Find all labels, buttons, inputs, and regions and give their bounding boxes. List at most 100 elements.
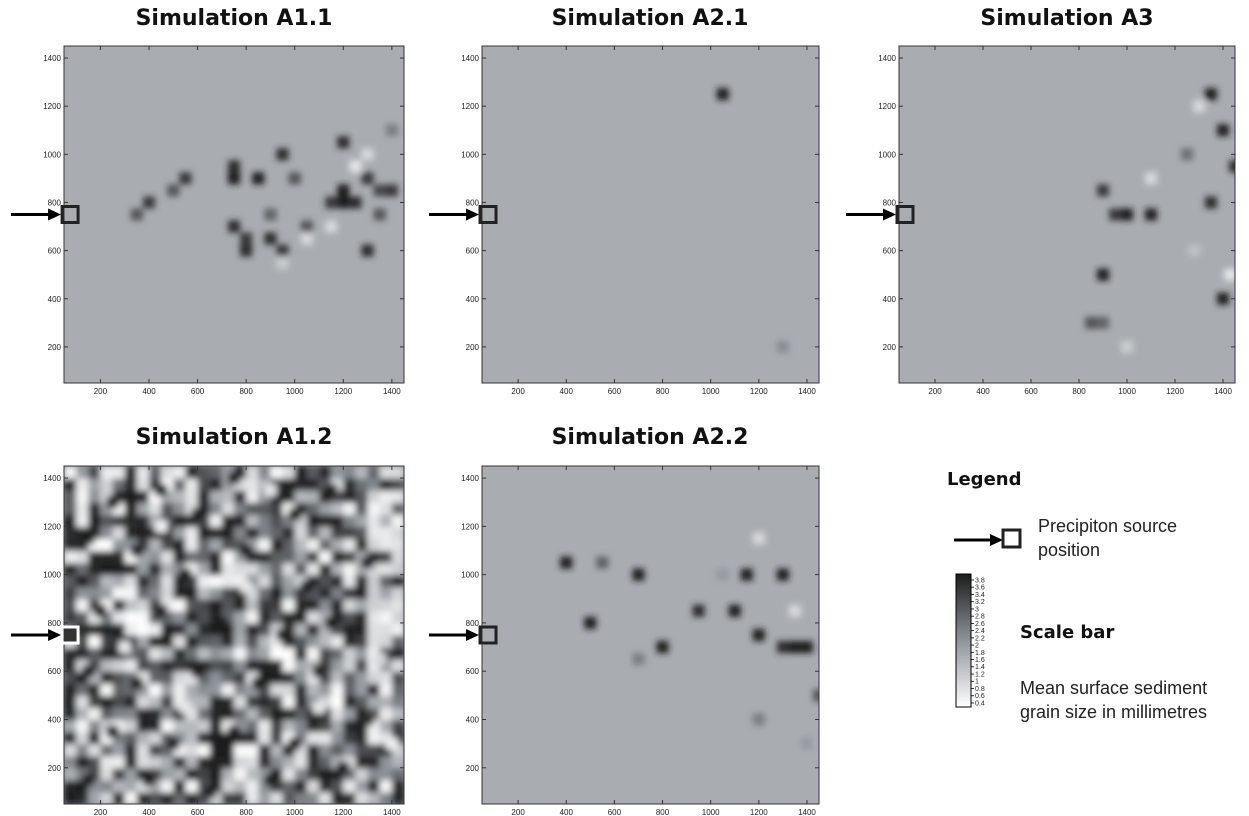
texture-cell (161, 767, 174, 781)
texture-cell (234, 610, 247, 624)
heatmap-cell (325, 220, 338, 233)
texture-cell (391, 586, 404, 600)
heatmap-cell (1217, 124, 1229, 137)
texture-cell (64, 779, 77, 793)
texture-cell (185, 598, 199, 612)
x-tick-label: 1200 (1166, 387, 1184, 396)
texture-cell (209, 707, 223, 721)
texture-cell (136, 502, 150, 515)
texture-cell (282, 586, 296, 600)
texture-cell (161, 562, 174, 576)
texture-cell (124, 502, 138, 515)
texture-cell (234, 622, 247, 636)
texture-cell (331, 743, 344, 757)
texture-cell (355, 767, 369, 781)
texture-cell (136, 622, 150, 636)
texture-cell (282, 647, 296, 660)
texture-cell (112, 586, 126, 600)
texture-cell (100, 767, 114, 781)
texture-cell (294, 755, 308, 769)
heatmap-cell (361, 172, 374, 185)
texture-cell (88, 695, 102, 709)
texture-cell (197, 767, 211, 781)
texture-cell (294, 622, 308, 636)
heatmap-cell (1205, 196, 1217, 209)
texture-cell (149, 538, 162, 552)
y-tick-label: 1000 (461, 571, 479, 580)
texture-cell (246, 514, 259, 527)
y-tick-label: 200 (48, 764, 62, 773)
x-tick-label: 1400 (798, 808, 816, 816)
heatmap-cell (1224, 268, 1235, 281)
texture-cell (209, 647, 223, 660)
texture-cell (185, 767, 199, 781)
heatmap-cell (240, 580, 253, 593)
texture-cell (76, 502, 89, 515)
heatmap-cell (276, 628, 289, 642)
texture-cell (112, 562, 126, 576)
texture-cell (234, 514, 247, 527)
texture-cell (379, 574, 393, 588)
texture-cell (185, 526, 199, 540)
texture-cell (209, 550, 223, 564)
scale-tick-label: 2.8 (975, 614, 985, 621)
texture-cell (112, 683, 126, 696)
texture-cell (209, 683, 223, 696)
heatmap-cell (1121, 208, 1133, 221)
texture-cell (391, 562, 404, 576)
texture-cell (197, 478, 211, 491)
heatmap-cell (1121, 340, 1133, 353)
source-arrow-head (883, 208, 896, 221)
texture-cell (258, 635, 272, 648)
texture-cell (270, 743, 284, 757)
texture-cell (331, 635, 344, 648)
heatmap-cell (788, 604, 801, 617)
plot-frame (481, 465, 820, 805)
heatmap-cell (167, 737, 180, 750)
texture-cell (246, 562, 259, 576)
texture-cell (270, 586, 284, 600)
x-tick-label: 400 (142, 808, 156, 816)
texture-cell (391, 550, 404, 564)
heatmap-cell (373, 208, 386, 221)
heatmap-cell (385, 124, 398, 137)
texture-cell (246, 695, 259, 709)
texture-cell (209, 514, 223, 527)
texture-cell (282, 719, 296, 733)
y-tick-label: 1000 (43, 571, 61, 580)
texture-cell (76, 695, 89, 709)
texture-cell (258, 586, 272, 600)
x-tick-label: 800 (656, 387, 670, 396)
texture-cell (112, 622, 126, 636)
heatmap-cell (288, 508, 301, 521)
texture-cell (76, 647, 89, 660)
plot-frame (898, 45, 1236, 384)
y-tick-label: 1400 (878, 54, 896, 63)
scale-desc-line-1: Mean surface sediment (1020, 678, 1207, 698)
heatmap-cell (203, 785, 216, 798)
heatmap-cell (106, 725, 119, 738)
texture-cell (76, 514, 89, 527)
texture-cell (270, 538, 284, 552)
scale-tick-label: 1.8 (975, 650, 985, 657)
scale-tick-label: 1.2 (975, 671, 985, 678)
texture-cell (319, 586, 332, 600)
heatmap-cell (94, 604, 107, 617)
heatmap-cell (191, 508, 204, 521)
heatmap-cell (142, 196, 156, 209)
texture-cell (209, 490, 223, 503)
texture-cell (379, 791, 393, 804)
texture-cell (209, 659, 223, 672)
texture-cell (100, 526, 114, 540)
panel-title: Simulation A3 (980, 6, 1153, 31)
heatmap-cell (656, 641, 669, 654)
x-tick-label: 200 (511, 387, 525, 396)
texture-cell (282, 791, 296, 804)
texture-cell (282, 574, 296, 588)
texture-cell (391, 574, 404, 588)
texture-cell (88, 743, 102, 757)
texture-cell (355, 779, 369, 793)
heatmap-cell (1145, 172, 1157, 185)
texture-cell (100, 550, 114, 564)
heatmap-cells (130, 124, 398, 269)
